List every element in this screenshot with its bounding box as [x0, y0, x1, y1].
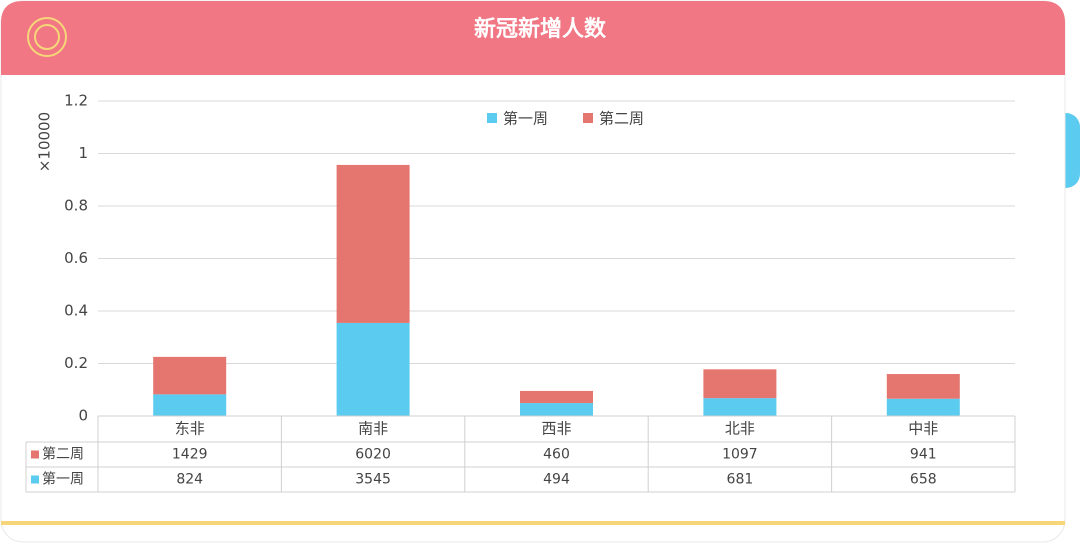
bar	[520, 390, 593, 404]
table-value: 6020	[355, 447, 391, 463]
legend-swatch	[487, 113, 497, 123]
bar	[886, 398, 960, 416]
y-axis-title: ×10000	[36, 112, 54, 172]
table-swatch	[31, 450, 39, 459]
bar	[336, 164, 410, 323]
y-tick-label: 0.2	[64, 354, 88, 372]
icon	[27, 17, 67, 57]
bar	[153, 394, 227, 416]
icon	[34, 24, 60, 50]
legend-label: 第一周	[503, 110, 548, 128]
footer-line	[1, 521, 1065, 525]
y-tick-label: 0.4	[64, 302, 88, 320]
bar	[153, 356, 227, 395]
bar	[703, 398, 777, 416]
bar	[703, 369, 777, 399]
x-tick-label: 西非	[541, 420, 571, 438]
y-tick-label: 1	[78, 144, 88, 162]
legend-label: 第二周	[599, 110, 644, 128]
table-value: 658	[910, 472, 937, 488]
bar	[886, 374, 960, 399]
y-tick-label: 1.2	[64, 92, 88, 110]
table-value: 494	[543, 472, 570, 488]
y-tick-label: 0	[78, 407, 88, 425]
x-tick-label: 中非	[908, 420, 938, 438]
table-value: 681	[727, 472, 754, 488]
y-tick-label: 0.8	[64, 197, 88, 215]
table-row-label: 第一周	[42, 471, 84, 488]
x-tick-label: 南非	[358, 420, 388, 438]
table-swatch	[31, 475, 39, 484]
table-value: 3545	[355, 472, 391, 488]
chart-title: 新冠新增人数	[474, 16, 607, 42]
table-value: 1429	[172, 447, 208, 463]
header	[1, 1, 1065, 75]
legend-swatch	[583, 113, 593, 123]
bar	[336, 322, 410, 416]
x-tick-label: 北非	[725, 420, 755, 438]
table-value: 460	[543, 447, 570, 463]
table-value: 824	[176, 472, 203, 488]
table-row-label: 第二周	[42, 446, 84, 463]
x-tick-label: 东非	[175, 420, 205, 438]
table-value: 941	[910, 447, 937, 463]
y-tick-label: 0.6	[64, 249, 88, 267]
table-value: 1097	[722, 447, 758, 463]
bar	[520, 403, 593, 416]
